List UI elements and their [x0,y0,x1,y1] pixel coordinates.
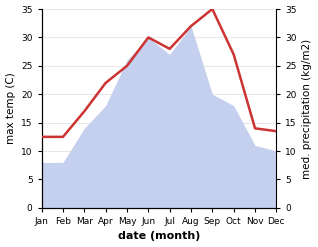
X-axis label: date (month): date (month) [118,231,200,242]
Y-axis label: max temp (C): max temp (C) [5,73,16,144]
Y-axis label: med. precipitation (kg/m2): med. precipitation (kg/m2) [302,38,313,179]
